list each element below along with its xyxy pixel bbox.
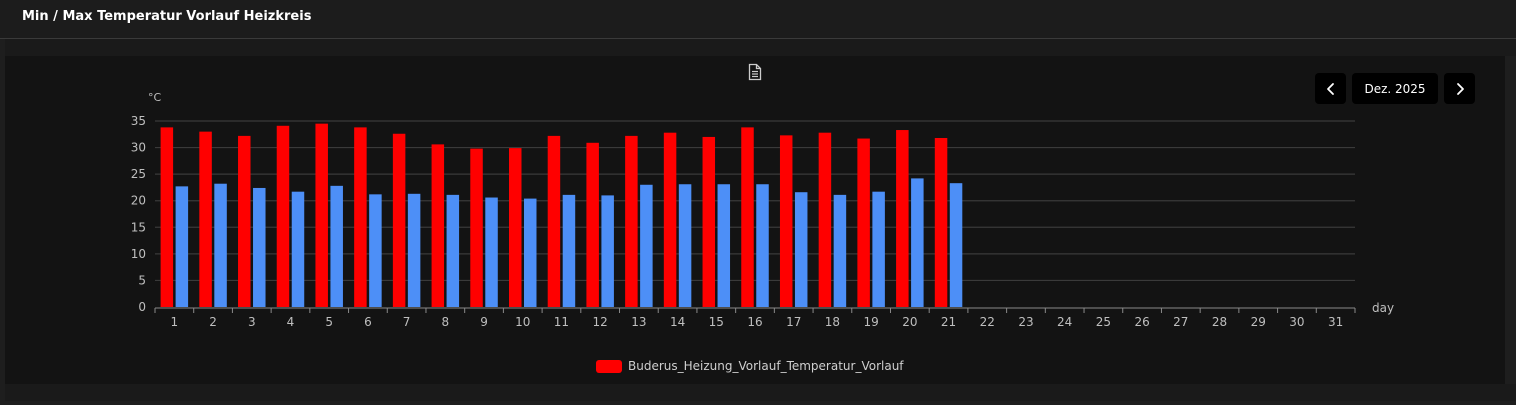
document-icon[interactable] [746,63,764,81]
min-temperature-bar [253,187,266,307]
panel-spacer [5,39,1516,56]
max-temperature-bar [896,130,909,307]
max-temperature-bar [702,136,716,307]
x-tick-label: 29 [1251,315,1266,329]
min-temperature-bar [523,198,537,307]
x-tick-label: 13 [631,315,646,329]
min-temperature-bar [911,178,924,307]
min-temperature-bar [678,184,692,307]
max-temperature-bar [470,148,483,307]
max-temperature-bar [508,148,522,307]
x-tick-label: 17 [786,315,801,329]
x-tick-label: 7 [403,315,411,329]
x-tick-label: 24 [1057,315,1072,329]
max-temperature-bar [276,125,290,307]
x-tick-label: 12 [593,315,608,329]
panel-title: Min / Max Temperatur Vorlauf Heizkreis [22,9,312,24]
x-tick-label: 5 [325,315,333,329]
x-tick-label: 2 [209,315,217,329]
x-tick-label: 23 [1018,315,1033,329]
y-tick-label: 35 [131,114,146,128]
max-temperature-bar [431,144,445,307]
x-tick-label: 27 [1173,315,1188,329]
x-tick-label: 4 [287,315,295,329]
x-tick-label: 31 [1328,315,1343,329]
max-temperature-bar [160,127,174,308]
x-tick-label: 28 [1212,315,1227,329]
min-temperature-bar [717,184,731,307]
x-tick-label: 15 [709,315,724,329]
min-temperature-bar [601,195,614,307]
x-tick-label: 6 [364,315,372,329]
min-temperature-bar [949,183,963,307]
month-selector[interactable]: Dez. 2025 [1352,73,1438,104]
x-tick-label: 11 [554,315,569,329]
min-temperature-bar [330,185,343,307]
x-tick-label: 19 [863,315,878,329]
max-temperature-bar [315,123,328,308]
y-axis-label: °C [148,91,162,104]
x-axis-label: day [1372,301,1394,315]
x-tick-label: 9 [480,315,488,329]
x-tick-label: 8 [442,315,450,329]
max-temperature-bar [586,142,599,307]
chevron-left-icon [1326,82,1334,95]
panel-header: Min / Max Temperatur Vorlauf Heizkreis [0,0,1516,39]
x-tick-label: 25 [1096,315,1111,329]
max-temperature-bar [663,132,677,307]
y-tick-label: 20 [131,194,146,208]
max-temperature-bar [392,133,406,307]
x-tick-label: 21 [941,315,956,329]
min-temperature-bar [485,197,498,307]
y-tick-label: 5 [138,273,146,287]
min-temperature-bar [291,191,305,307]
min-temperature-bar [175,186,189,307]
max-temperature-bar [238,135,251,307]
min-temperature-bar [446,194,460,307]
x-tick-label: 1 [171,315,179,329]
y-tick-label: 10 [131,247,146,261]
min-temperature-bar [756,184,769,307]
min-temperature-bar [407,193,421,307]
x-tick-label: 26 [1134,315,1149,329]
max-temperature-bar [857,138,870,307]
x-tick-label: 20 [902,315,917,329]
previous-month-button[interactable] [1315,73,1346,104]
legend-item[interactable]: Buderus_Heizung_Vorlauf_Temperatur_Vorla… [596,359,904,373]
max-temperature-bar [741,127,754,308]
x-tick-label: 22 [980,315,995,329]
x-tick-label: 30 [1289,315,1304,329]
x-tick-label: 3 [248,315,256,329]
y-tick-label: 25 [131,167,146,181]
min-temperature-bar [369,194,382,307]
y-tick-label: 30 [131,141,146,155]
min-temperature-bar [640,184,653,307]
x-tick-label: 16 [747,315,762,329]
max-temperature-bar [354,127,367,308]
next-month-button[interactable] [1444,73,1475,104]
y-tick-label: 15 [131,220,146,234]
max-temperature-bar [818,132,832,307]
panel-footer [5,384,1516,401]
x-tick-label: 10 [515,315,530,329]
max-temperature-bar [625,135,638,307]
min-temperature-bar [794,192,808,307]
legend-swatch [596,359,622,373]
max-temperature-bar [547,135,561,307]
min-temperature-bar [562,194,576,307]
max-temperature-bar [779,135,793,307]
min-temperature-bar [872,191,885,307]
min-temperature-bar [214,183,227,307]
max-temperature-bar [934,138,948,307]
min-temperature-bar [833,194,847,307]
x-tick-label: 18 [825,315,840,329]
max-temperature-bar [199,131,212,307]
legend-label: Buderus_Heizung_Vorlauf_Temperatur_Vorla… [628,359,904,373]
x-tick-label: 14 [670,315,685,329]
chevron-right-icon [1456,82,1464,95]
y-tick-label: 0 [138,300,146,314]
